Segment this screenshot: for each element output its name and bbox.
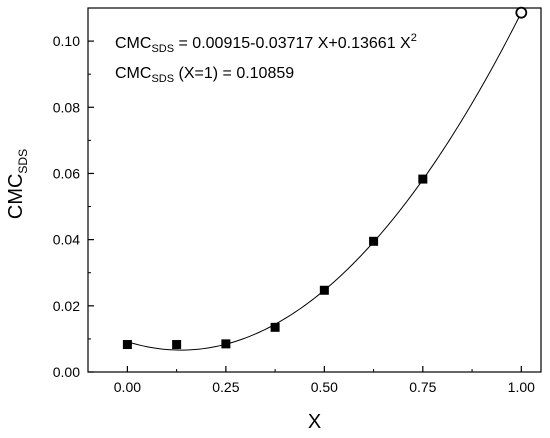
data-point-square xyxy=(221,339,231,349)
annot1-sup: 2 xyxy=(411,32,417,44)
data-point-square xyxy=(270,322,280,332)
y-tick-label: 0.02 xyxy=(53,298,80,314)
data-points xyxy=(122,6,528,350)
y-tick-label: 0.00 xyxy=(53,364,80,380)
data-point-square xyxy=(172,340,182,350)
x-tick-label: 0.50 xyxy=(311,379,338,395)
annot1-mid: = 0.00915-0.03717 X+0.13661 X xyxy=(174,35,411,52)
x-tick-label: 1.00 xyxy=(508,379,535,395)
y-axis-ticks: 0.00 0.02 0.04 0.06 0.08 0.10 xyxy=(53,33,94,380)
x-tick-label: 0.75 xyxy=(409,379,436,395)
annot2-sub: SDS xyxy=(151,73,174,85)
annot1-sub: SDS xyxy=(151,43,174,55)
y-axis-label: CMCSDS xyxy=(5,149,30,219)
y-tick-label: 0.08 xyxy=(53,99,80,115)
x-axis-ticks: 0.00 0.25 0.50 0.75 1.00 xyxy=(114,366,535,395)
fit-equation-annotation: CMCSDS = 0.00915-0.03717 X+0.13661 X2 xyxy=(115,32,417,55)
data-point-square xyxy=(122,340,132,350)
y-tick-label: 0.10 xyxy=(53,33,80,49)
data-point-circle xyxy=(515,6,528,19)
y-axis-label-main: CMC xyxy=(5,174,27,220)
annot2-mid: (X=1) = 0.10859 xyxy=(174,65,294,82)
y-tick-label: 0.06 xyxy=(53,165,80,181)
data-point-square xyxy=(319,285,329,295)
annot2-prefix: CMC xyxy=(115,65,151,82)
value-at-x1-annotation: CMCSDS (X=1) = 0.10859 xyxy=(115,65,294,85)
plot-frame xyxy=(87,7,542,373)
data-point-square xyxy=(369,236,379,246)
y-axis-label-sub: SDS xyxy=(16,149,30,174)
y-tick-label: 0.04 xyxy=(53,232,80,248)
x-axis-label: X xyxy=(308,411,321,433)
x-tick-label: 0.00 xyxy=(114,379,141,395)
x-tick-label: 0.25 xyxy=(212,379,239,395)
annot1-prefix: CMC xyxy=(115,35,151,52)
data-point-square xyxy=(418,174,428,184)
